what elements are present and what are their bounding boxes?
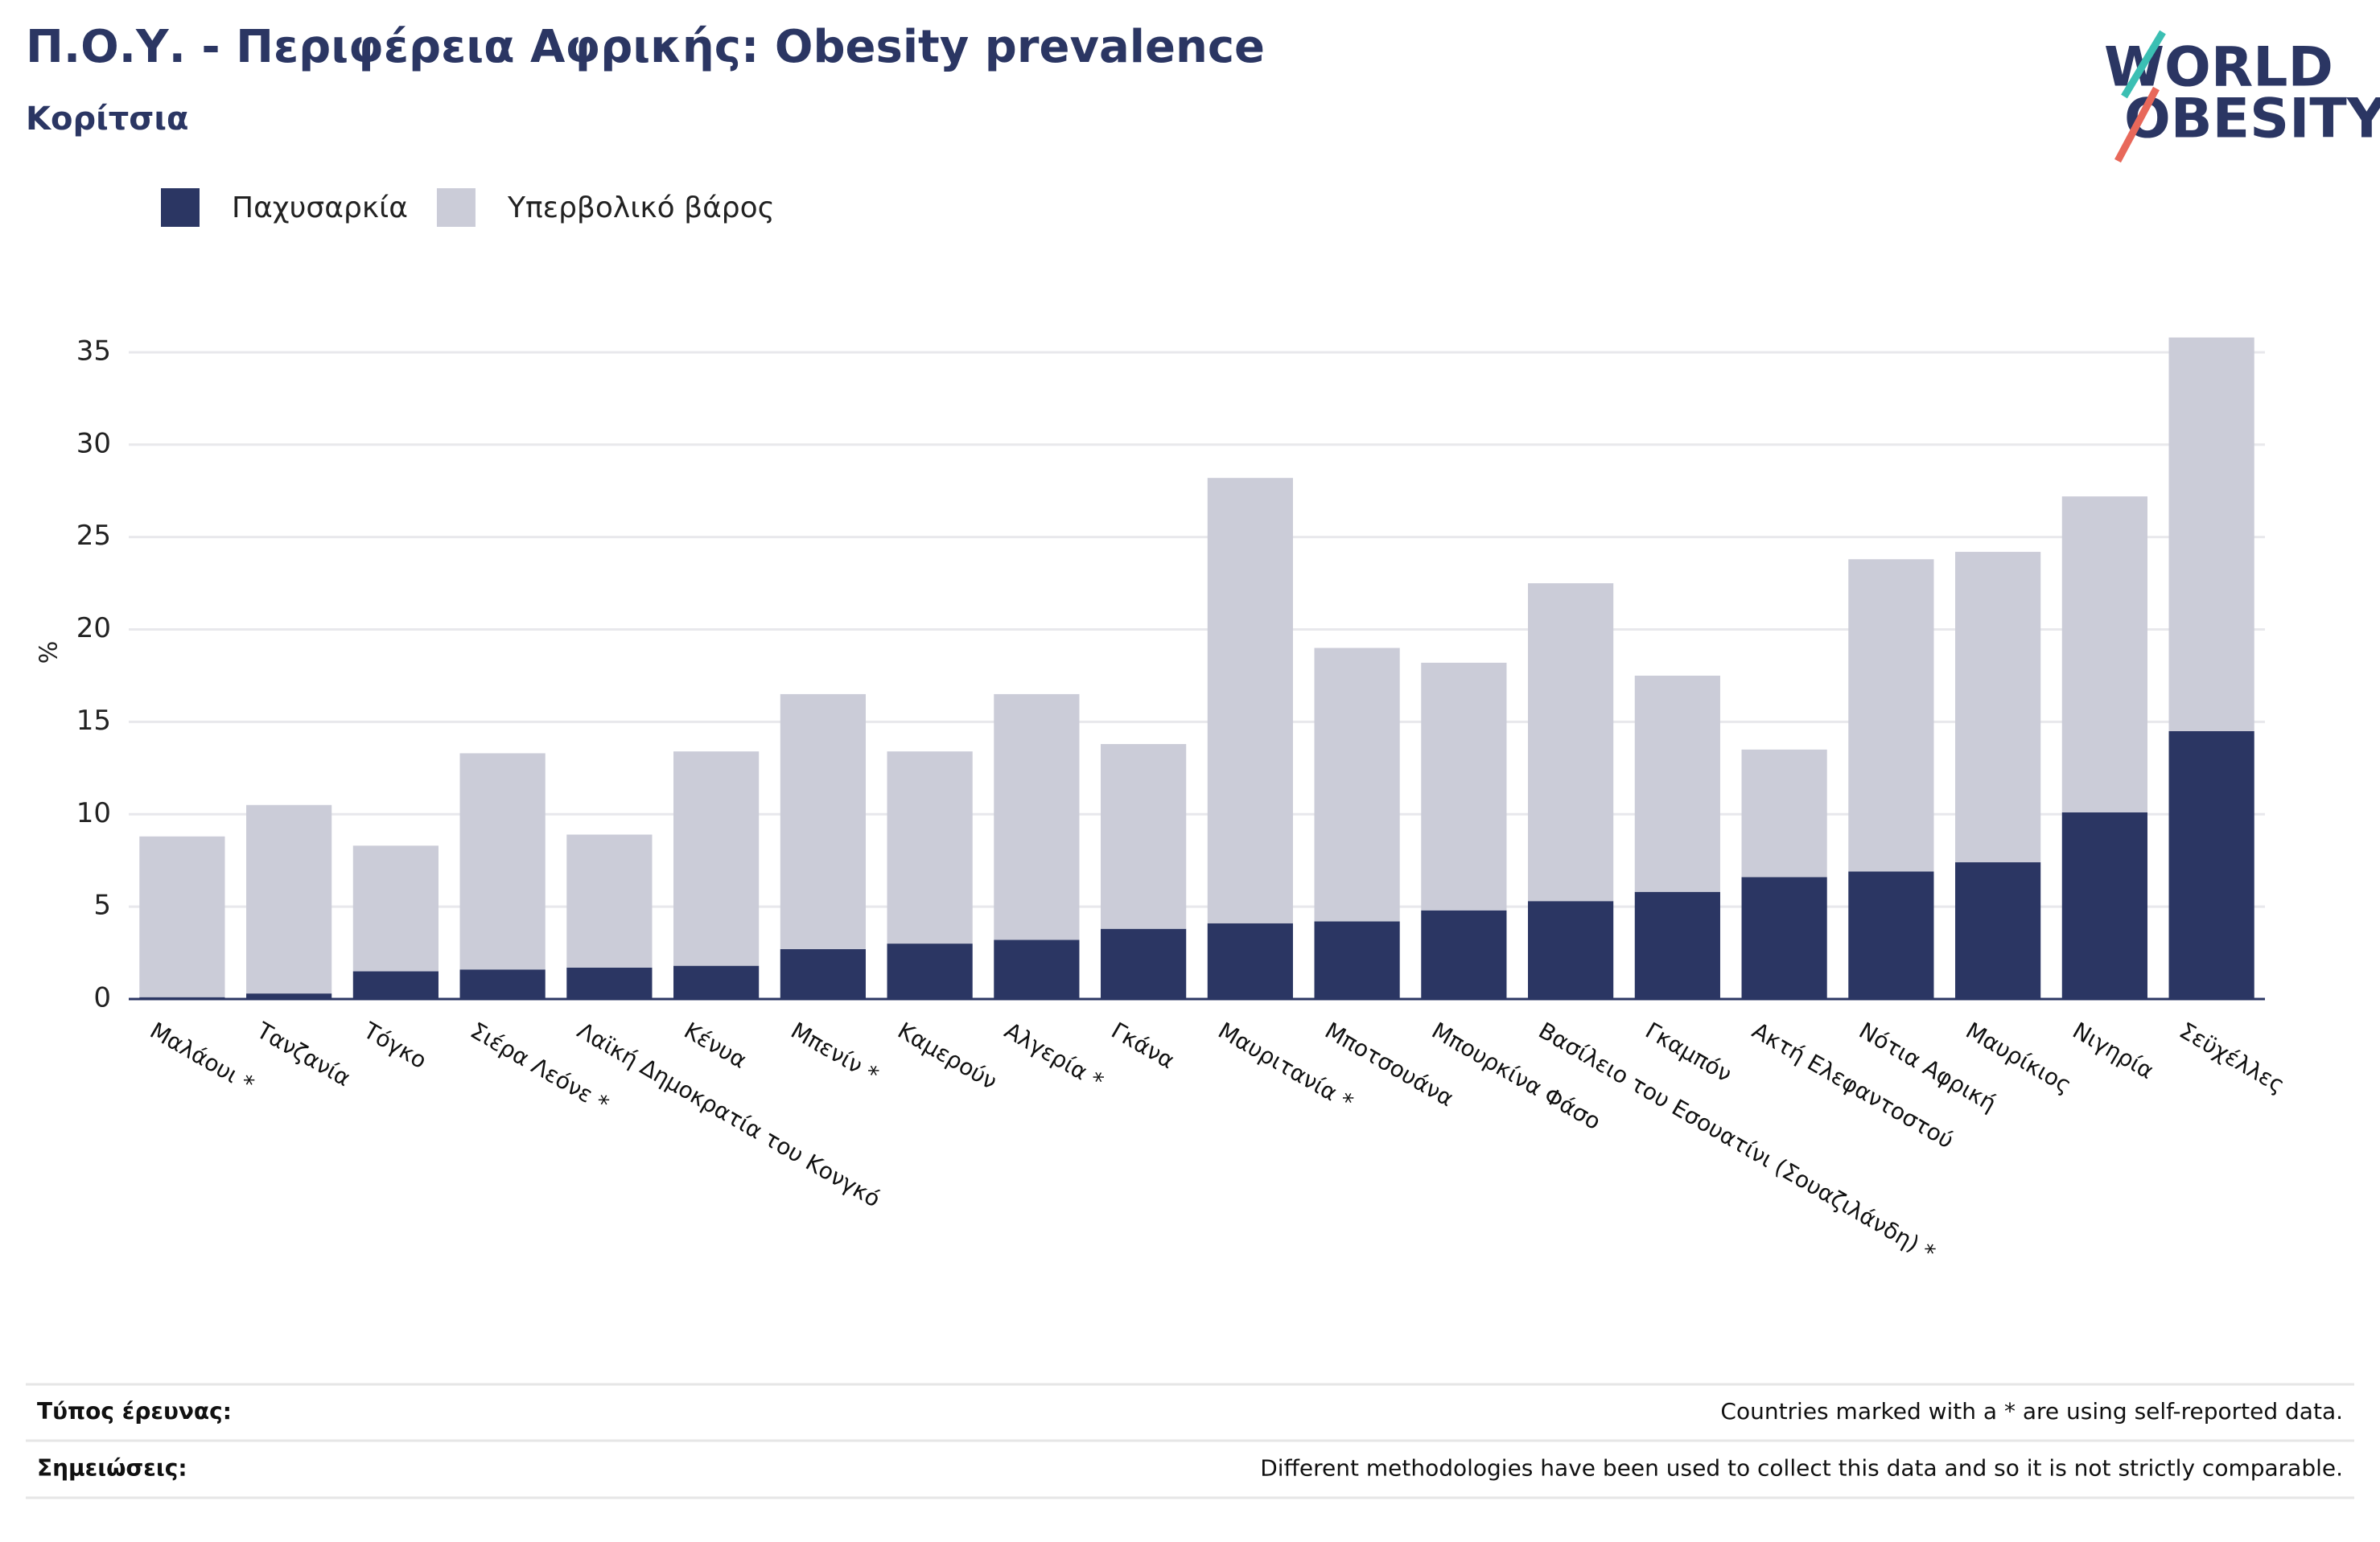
bar-segment	[994, 940, 1080, 999]
bar-segment	[1314, 648, 1400, 922]
bar-segment	[246, 804, 332, 994]
bar-segment	[780, 693, 866, 949]
bar-segment	[2061, 812, 2147, 999]
bar-segment	[566, 834, 653, 968]
legend-swatch	[436, 188, 476, 227]
bar-segment	[1955, 552, 2041, 862]
bar-segment	[1528, 583, 1614, 902]
bar-segment	[1741, 877, 1827, 999]
x-tick-label: Αλγερία *	[1000, 1017, 1108, 1095]
logo-slash	[2121, 30, 2166, 99]
y-tick-label: 10	[76, 797, 111, 829]
y-tick-label: 0	[93, 982, 111, 1014]
bar-segment	[1848, 559, 1934, 872]
x-tick-label: Καμερούν	[893, 1017, 1002, 1095]
footer-text: Different methodologies have been used t…	[1260, 1455, 2343, 1482]
bar-segment	[994, 693, 1080, 940]
bar-segment	[1955, 862, 2041, 999]
bar-segment	[887, 944, 973, 999]
x-tick-label: Τανζανία	[252, 1017, 356, 1092]
bar-segment	[2168, 337, 2254, 731]
y-tick-label: 5	[93, 890, 111, 922]
bar-segment	[887, 751, 973, 944]
bar-segment	[1421, 662, 1507, 911]
bar-segment	[1741, 749, 1827, 878]
legend-label: Παχυσαρκία	[232, 191, 408, 224]
legend-swatch	[161, 188, 200, 227]
bar-segment	[459, 969, 546, 999]
bar-segment	[566, 967, 653, 999]
bar-segment	[1101, 743, 1187, 929]
logo-text: OBESITY	[2124, 88, 2380, 151]
x-tick-label: Νιγηρία	[2068, 1017, 2158, 1084]
bar-segment	[1207, 478, 1293, 923]
bar-segment	[1101, 928, 1187, 999]
x-tick-label: Βασίλειο του Εσουατίνι (Σουαζιλάνδη) *	[1534, 1017, 1940, 1266]
x-tick-label: Μαλάουι *	[146, 1017, 259, 1097]
bar-segment	[1528, 901, 1614, 999]
bar-segment	[1634, 675, 1720, 892]
chart-title: Π.Ο.Υ. - Περιφέρεια Αφρικής: Obesity pre…	[26, 21, 1265, 73]
bar-segment	[2061, 496, 2147, 812]
bar-segment	[459, 753, 546, 970]
x-tick-label: Κένυα	[680, 1017, 751, 1073]
chart-subtitle: Κορίτσια	[26, 101, 188, 138]
x-tick-label: Σεϋχέλλες	[2175, 1017, 2289, 1098]
y-axis-label: %	[35, 641, 64, 664]
logo: WORLD OBESITY	[2104, 30, 2380, 163]
y-tick-label: 35	[76, 335, 111, 367]
x-tick-label: Ακτή Ελεφαντοστού	[1748, 1017, 1958, 1153]
footer-text: Countries marked with a * are using self…	[1720, 1398, 2343, 1425]
x-tick-label: Μπενίν *	[786, 1017, 883, 1088]
footer-label: Τύπος έρευνας:	[37, 1398, 232, 1425]
bar-segment	[352, 971, 439, 999]
bar-segment	[1207, 923, 1293, 999]
bar-segment	[139, 836, 225, 997]
bar-segment	[352, 845, 439, 972]
y-tick-label: 25	[76, 520, 111, 552]
x-tick-label: Γκαμπόν	[1641, 1017, 1736, 1088]
bar-segment	[1314, 921, 1400, 999]
x-tick-label: Τόγκο	[359, 1017, 431, 1074]
y-tick-label: 30	[76, 427, 111, 459]
logo-slash	[2114, 86, 2160, 163]
y-tick-label: 15	[76, 705, 111, 737]
bar-segment	[2168, 730, 2254, 999]
bar-segment	[1634, 891, 1720, 999]
y-tick-label: 20	[76, 612, 111, 644]
x-tick-label: Γκάνα	[1107, 1017, 1180, 1074]
bar-segment	[1421, 910, 1507, 999]
bar-segment	[246, 993, 332, 999]
bar-segment	[673, 965, 760, 999]
footer-label: Σημειώσεις:	[37, 1455, 187, 1482]
bar-segment	[673, 751, 760, 966]
bar-segment	[1848, 871, 1934, 999]
legend-label: Υπερβολικό βάρος	[507, 191, 775, 224]
bar-segment	[780, 948, 866, 999]
